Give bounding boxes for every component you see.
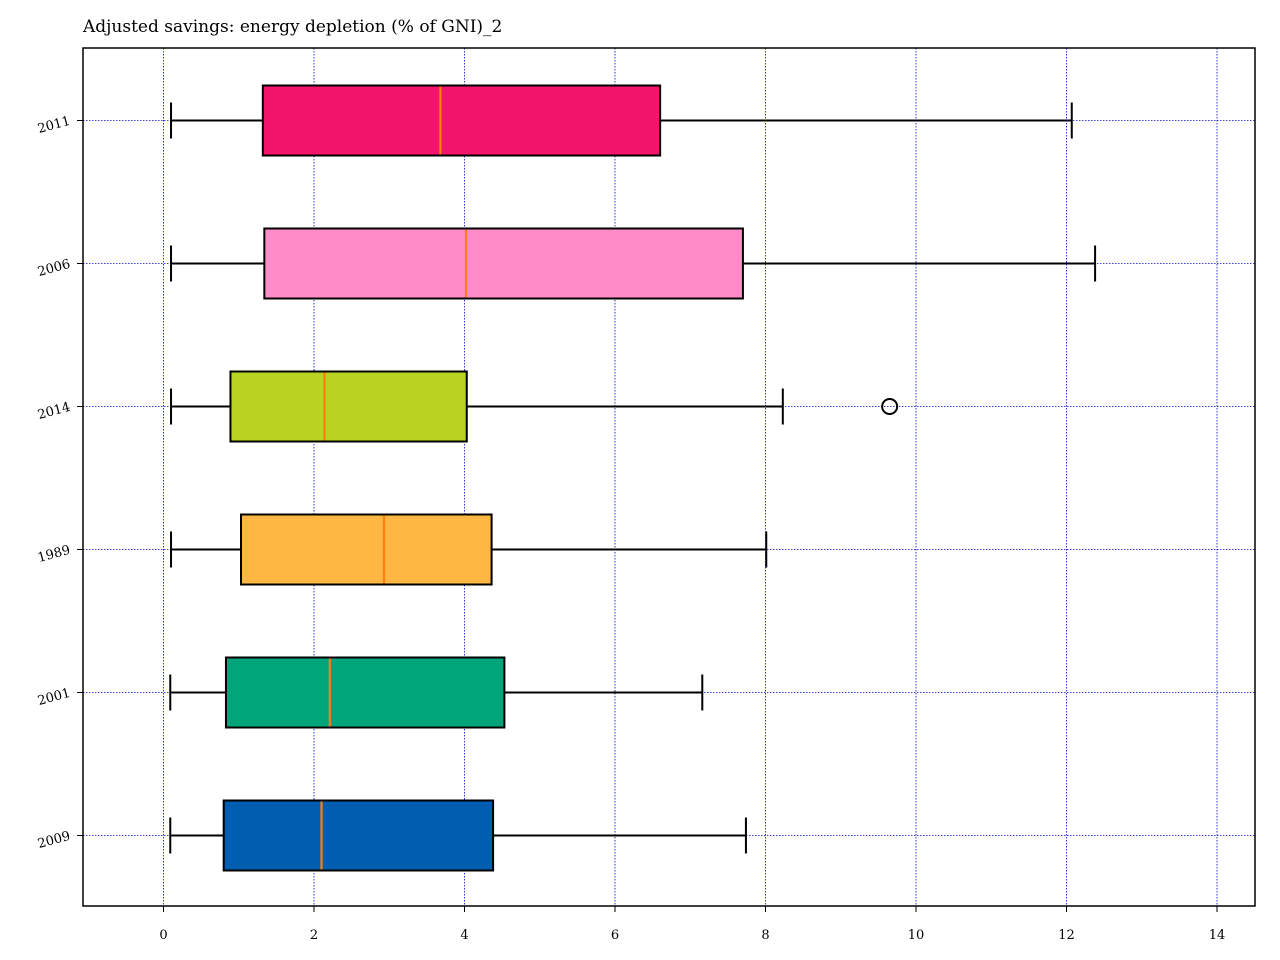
box-2014 bbox=[229, 370, 468, 443]
x-tick-label: 12 bbox=[1058, 928, 1075, 943]
chart-title: Adjusted savings: energy depletion (% of… bbox=[82, 17, 502, 37]
y-tick-label: 1989 bbox=[36, 543, 72, 566]
box-2006 bbox=[263, 227, 744, 300]
boxes bbox=[169, 84, 1097, 872]
x-tick-label: 0 bbox=[159, 928, 167, 943]
plot-frame bbox=[82, 47, 1256, 907]
y-tick-label: 2009 bbox=[36, 829, 72, 852]
x-tick-label: 14 bbox=[1209, 928, 1226, 943]
y-tick-label: 2006 bbox=[36, 257, 72, 280]
box-2009 bbox=[222, 799, 495, 872]
box-1989 bbox=[240, 513, 493, 586]
x-tick-label: 6 bbox=[611, 928, 619, 943]
y-tick-label: 2001 bbox=[36, 686, 72, 709]
outlier-point bbox=[881, 398, 899, 415]
x-tick-label: 4 bbox=[460, 928, 468, 943]
box-2011 bbox=[261, 84, 662, 157]
box-2001 bbox=[224, 656, 506, 729]
x-tick-label: 2 bbox=[310, 928, 318, 943]
y-tick-label: 2014 bbox=[36, 400, 72, 423]
x-tick-label: 8 bbox=[761, 928, 769, 943]
y-tick-label: 2011 bbox=[36, 114, 72, 137]
grid bbox=[83, 48, 1255, 906]
x-axis-ticks: 0 2 4 6 8 10 12 14 bbox=[159, 906, 1225, 943]
x-tick-label: 10 bbox=[908, 928, 925, 943]
y-axis-ticks: 2011 2006 2014 1989 2001 2009 bbox=[36, 114, 83, 852]
